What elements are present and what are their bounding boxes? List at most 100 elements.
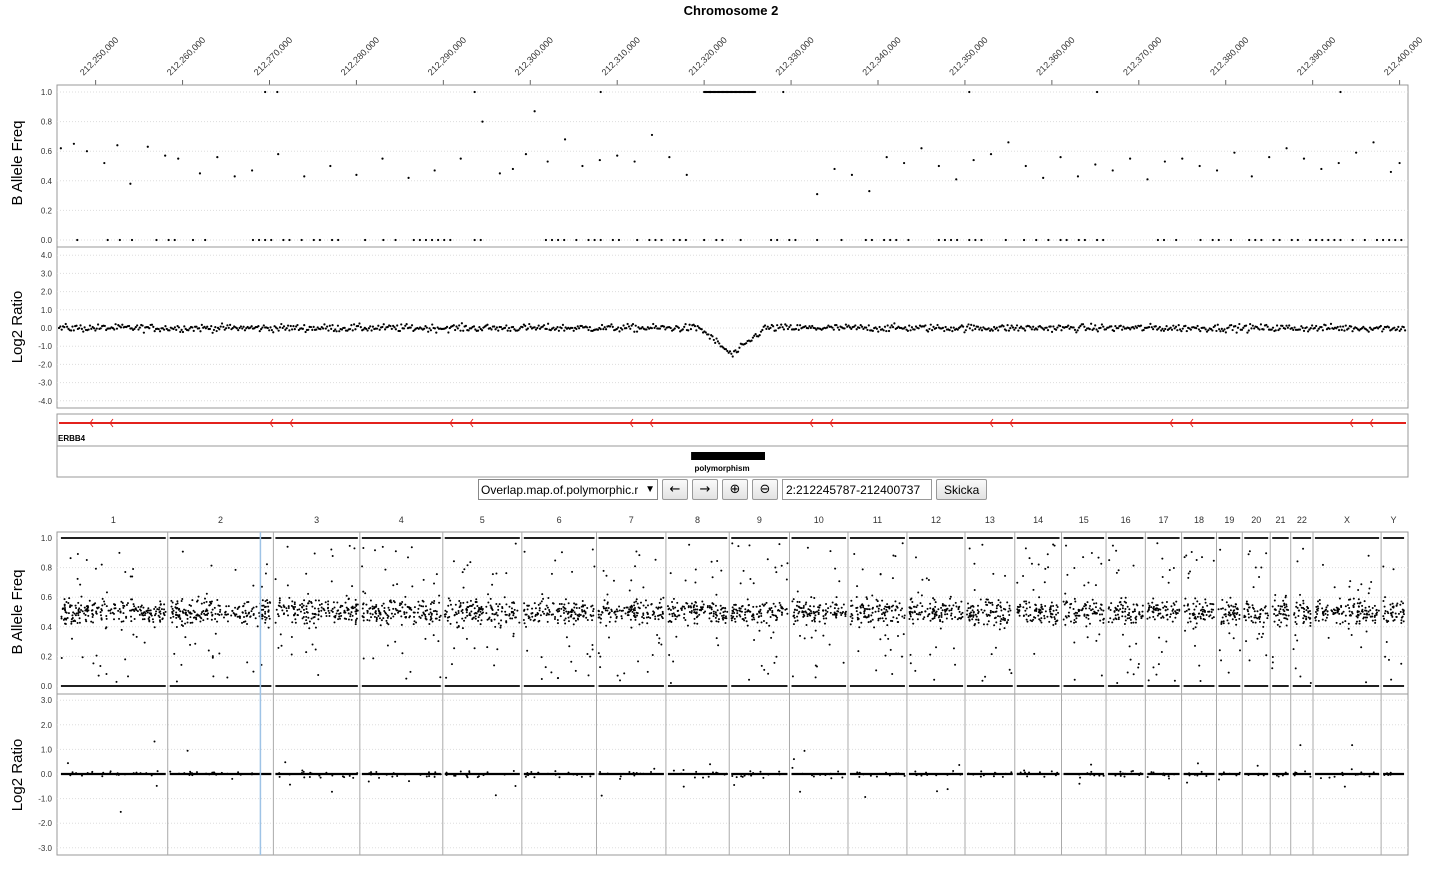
log2-point <box>486 323 489 326</box>
log2-point <box>1298 328 1302 331</box>
baf-point <box>912 622 915 625</box>
baf-point <box>1155 604 1158 607</box>
baf-point <box>464 616 467 619</box>
baf-point <box>762 604 765 607</box>
log2-point <box>239 773 242 776</box>
chromosome-label[interactable]: 2 <box>218 515 223 525</box>
log2-point <box>966 325 969 328</box>
chromosome-label[interactable]: 11 <box>873 515 882 525</box>
chromosome-label[interactable]: 9 <box>757 515 762 525</box>
gene-track[interactable]: ERBB4 <box>56 413 1409 447</box>
x-tick-label: 212,310,000 <box>600 35 642 77</box>
chromosome-label[interactable]: 19 <box>1224 515 1234 525</box>
zoom-in-button[interactable]: ⊕ <box>722 479 748 500</box>
baf-point <box>617 238 621 242</box>
baf-point <box>1233 612 1236 615</box>
log2-point <box>1068 327 1071 330</box>
region-input[interactable] <box>782 479 932 500</box>
log2-point <box>1299 744 1302 747</box>
chromosome-label[interactable]: 20 <box>1251 515 1261 525</box>
log2-point <box>280 322 283 326</box>
track-select[interactable]: Overlap.map.of.polymorphic.r ▼ <box>478 479 658 500</box>
chromosome-label[interactable]: 3 <box>314 515 319 525</box>
log2-point <box>177 326 181 329</box>
chromosome-label[interactable]: Y <box>1391 515 1397 525</box>
log2-point <box>289 783 292 786</box>
log2-point <box>778 326 781 329</box>
baf-point <box>919 613 922 616</box>
chromosome-label[interactable]: 18 <box>1194 515 1204 525</box>
baf-point <box>636 238 639 242</box>
chromosome-label[interactable]: 12 <box>931 515 941 525</box>
baf-point <box>536 613 539 616</box>
log2-point <box>1277 328 1280 332</box>
chromosome-label[interactable]: 5 <box>480 515 485 525</box>
log2-point <box>887 329 891 333</box>
zoom-out-button[interactable]: ⊖ <box>752 479 778 500</box>
zoomed-region-chart[interactable]: Chromosome 2 212,250,000 212,260,000 212,2… <box>0 0 1441 478</box>
baf-point <box>478 613 481 616</box>
baf-point <box>1086 636 1089 639</box>
log2-point <box>741 775 744 778</box>
log2-point <box>1231 328 1234 332</box>
chromosome-label[interactable]: 15 <box>1079 515 1089 525</box>
chromosome-label[interactable]: 17 <box>1158 515 1168 525</box>
baf-point <box>1151 601 1154 604</box>
chromosome-label[interactable]: 8 <box>695 515 700 525</box>
baf-point <box>927 613 930 616</box>
chromosome-label[interactable]: 6 <box>557 515 562 525</box>
log2-point <box>227 326 230 329</box>
log2-point <box>288 329 291 332</box>
baf-point <box>684 579 687 582</box>
chromosome-label[interactable]: 7 <box>629 515 634 525</box>
log2-point <box>66 762 69 765</box>
baf-point <box>122 606 125 609</box>
baf-point <box>623 672 626 675</box>
log2-point <box>80 774 83 777</box>
baf-point <box>1364 606 1367 609</box>
baf-point <box>774 614 777 617</box>
log2-point <box>1295 771 1298 774</box>
baf-point <box>324 612 327 615</box>
baf-point <box>1273 608 1276 611</box>
feature-track[interactable]: polymorphism <box>56 445 1409 478</box>
baf-point <box>972 614 975 617</box>
chromosome-label[interactable]: X <box>1344 515 1350 525</box>
chromosome-label[interactable]: 16 <box>1121 515 1131 525</box>
genome-overview-chart[interactable]: 1 2 3 4 5 6 7 8 9 10 11 12 13 14 15 16 17 18 19 20 21 22 X Y 0.… <box>0 505 1441 873</box>
chromosome-label[interactable]: 13 <box>985 515 995 525</box>
baf-point <box>1141 610 1144 613</box>
baf-point <box>700 606 703 609</box>
baf-point <box>1073 597 1076 600</box>
chromosome-label[interactable]: 21 <box>1275 515 1285 525</box>
baf-point <box>159 603 162 606</box>
baf-point <box>195 616 198 619</box>
baf-point <box>1402 613 1405 616</box>
baf-point <box>563 138 567 141</box>
chromosome-label[interactable]: 4 <box>399 515 404 525</box>
log2-point <box>630 324 633 327</box>
log2-point <box>935 774 938 777</box>
chromosome-label[interactable]: 10 <box>814 515 824 525</box>
baf-point <box>181 550 184 553</box>
baf-point <box>1271 605 1274 608</box>
back-button[interactable]: ← <box>662 479 688 500</box>
baf-point <box>1245 640 1248 643</box>
baf-point <box>105 605 108 608</box>
go-button[interactable]: Skicka <box>936 479 988 500</box>
chromosome-label[interactable]: 1 <box>111 515 116 525</box>
log2-point <box>622 324 625 327</box>
baf-point <box>1017 611 1020 614</box>
baf-point <box>909 653 912 656</box>
baf-point <box>867 614 870 617</box>
baf-point <box>849 615 852 618</box>
log2-point <box>1234 324 1237 328</box>
chromosome-label[interactable]: 22 <box>1297 515 1307 525</box>
baf-point <box>355 610 358 613</box>
polymorphism-feature[interactable] <box>691 452 765 460</box>
baf-point <box>1210 608 1213 611</box>
chromosome-label[interactable]: 14 <box>1033 515 1043 525</box>
log2-point <box>728 350 732 353</box>
forward-button[interactable]: → <box>692 479 718 500</box>
baf-point <box>278 601 281 604</box>
